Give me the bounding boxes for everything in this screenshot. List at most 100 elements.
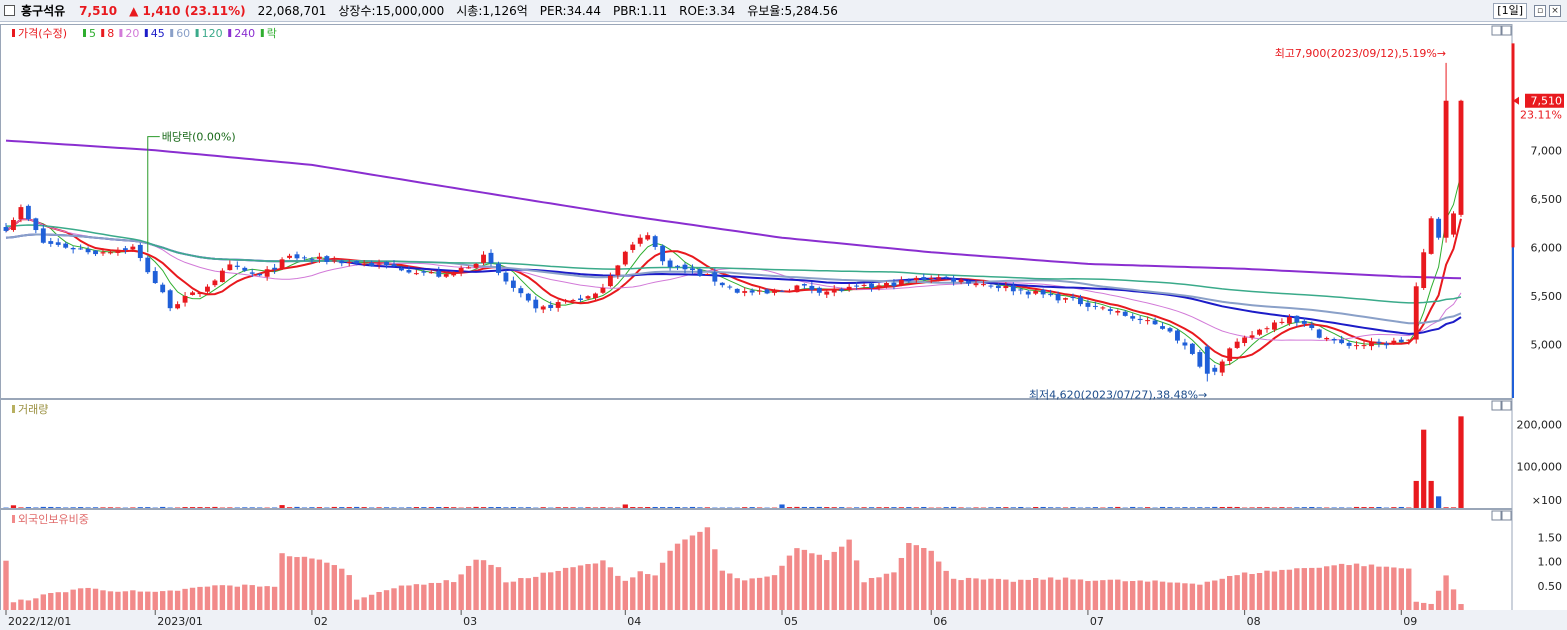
foreign-ratio-bar xyxy=(1227,575,1233,610)
candle xyxy=(525,292,531,303)
period-selector[interactable]: [1일] xyxy=(1493,3,1527,19)
volume-bar xyxy=(891,507,897,508)
candle-body xyxy=(55,242,61,245)
volume-bar xyxy=(883,507,890,508)
foreign-ratio-bar xyxy=(1040,579,1046,610)
candle xyxy=(787,288,792,293)
candle xyxy=(1421,248,1427,290)
candle-body xyxy=(137,244,143,258)
volume-bar xyxy=(40,506,46,508)
legend-item: 60 xyxy=(170,27,190,40)
x-axis-label: 03 xyxy=(463,615,477,628)
price-axis-label: 7,000 xyxy=(1531,144,1563,157)
candle-body xyxy=(384,261,389,265)
volume-bar xyxy=(1339,507,1345,508)
foreign-ratio-bar xyxy=(674,543,681,610)
candle-body xyxy=(63,243,69,248)
candle-body xyxy=(205,286,210,292)
volume-bar xyxy=(316,507,322,508)
candle xyxy=(824,290,830,299)
current-price-box xyxy=(1525,93,1564,108)
current-change-label: 23.11% xyxy=(1520,109,1562,122)
candle-body xyxy=(1391,340,1397,345)
volume-bar xyxy=(1391,507,1397,508)
candle xyxy=(518,285,524,298)
volume-bar xyxy=(294,506,300,508)
candle xyxy=(167,288,173,312)
candle-body xyxy=(787,290,792,292)
candle xyxy=(361,260,367,267)
foreign-ratio-bar xyxy=(55,592,61,610)
close-icon[interactable]: × xyxy=(1549,5,1561,17)
foreign-ratio-bar xyxy=(816,554,822,610)
foreign-ratio-bar xyxy=(891,572,897,610)
select-checkbox[interactable] xyxy=(4,5,15,16)
candle-body xyxy=(1346,342,1352,346)
volume-value: 22,068,701 xyxy=(257,3,327,18)
foreign-ratio-bar xyxy=(77,588,84,610)
volume-bar xyxy=(92,507,99,508)
legend-label: 20 xyxy=(125,27,139,40)
candle xyxy=(1301,317,1307,327)
x-axis-label: 2023/01 xyxy=(157,615,203,628)
candle xyxy=(570,298,576,304)
volume-bar xyxy=(943,507,949,508)
volume-bar xyxy=(1421,429,1427,508)
ma8-line xyxy=(5,218,1462,359)
candle-body xyxy=(122,248,128,250)
candle-body xyxy=(115,249,121,253)
candle xyxy=(242,266,248,272)
foreign-ratio-bar xyxy=(839,546,845,610)
foreign-ratio-bar xyxy=(204,586,211,610)
candle xyxy=(697,268,703,277)
volume-bar xyxy=(383,507,390,508)
candle-body xyxy=(1316,329,1322,338)
foreign-ratio-bar xyxy=(988,578,994,610)
volume-bar xyxy=(637,507,643,508)
candle xyxy=(712,268,718,286)
foreign-ratio-bar xyxy=(1264,570,1270,610)
foreign-ratio-bar xyxy=(271,586,278,610)
volume-bar xyxy=(794,506,800,508)
legend-swatch xyxy=(12,29,15,37)
candle xyxy=(1063,297,1068,303)
stock-name[interactable]: 흥구석유 xyxy=(21,4,66,18)
candle xyxy=(943,275,949,280)
volume-bar xyxy=(242,507,248,508)
foreign-ratio-bar xyxy=(264,586,270,610)
volume-bar xyxy=(801,506,807,508)
price-axis-label: 5,500 xyxy=(1531,290,1563,303)
volume-bar xyxy=(227,507,233,508)
candle xyxy=(876,283,882,291)
candle xyxy=(1272,320,1277,333)
foreign-ratio-bar xyxy=(1070,579,1076,610)
candle-body xyxy=(1324,338,1330,340)
candle-body xyxy=(1085,302,1091,307)
foreign-ratio-bar xyxy=(645,574,651,610)
foreign-ratio-bar xyxy=(995,578,1002,610)
volume-axis-label: ×100 xyxy=(1532,494,1562,507)
foreign-legend-label: 외국인보유비중 xyxy=(18,513,89,526)
foreign-ratio-bar xyxy=(779,565,785,610)
foreign-ratio-bar xyxy=(943,570,949,610)
volume-bar xyxy=(1368,507,1375,508)
volume-bar xyxy=(473,506,479,508)
candle-body xyxy=(219,270,225,283)
candle-body xyxy=(1152,320,1158,325)
foreign-ratio-bar xyxy=(85,587,91,610)
volume-bar xyxy=(824,507,830,508)
foreign-ratio-bar xyxy=(503,582,509,610)
candle xyxy=(637,234,643,247)
minimize-icon[interactable]: ▫ xyxy=(1534,5,1546,17)
volume-bar xyxy=(1204,507,1210,508)
foreign-ratio-bar xyxy=(786,555,793,610)
candle-body xyxy=(234,265,240,267)
candle xyxy=(615,264,621,279)
foreign-ratio-bar xyxy=(443,580,449,610)
candle xyxy=(1092,301,1098,310)
volume-bar xyxy=(645,507,651,508)
current-price-label: 7,510 xyxy=(1531,95,1563,108)
candle xyxy=(137,242,143,262)
candle xyxy=(1249,331,1255,340)
